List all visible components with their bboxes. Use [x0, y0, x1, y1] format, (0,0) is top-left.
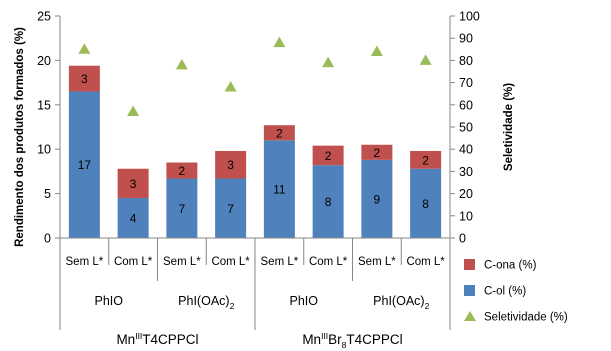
y2-tick-label: 20 [459, 187, 473, 201]
data-label: 7 [227, 202, 234, 216]
y2-tick-label: 60 [459, 98, 473, 112]
bar-c-ona [68, 65, 100, 92]
legend: C-ona (%) C-ol (%) Seletividade (%) [464, 259, 568, 324]
data-label: 2 [179, 164, 186, 178]
bar-c-ona [166, 162, 198, 179]
data-label: 3 [81, 72, 88, 86]
y2-tick-label: 70 [459, 76, 473, 90]
selectivity-marker [419, 54, 432, 65]
y2-tick-label: 80 [459, 54, 473, 68]
selectivity-marker [224, 81, 237, 92]
catalyst-label: MnIIIT4CPPCl [116, 331, 198, 347]
y2-tick-label: 90 [459, 32, 473, 46]
selectivity-marker [175, 58, 188, 70]
data-label: 3 [130, 177, 137, 191]
bar-c-ona [215, 150, 247, 179]
y2-axis-title: Seletividade (%) [503, 83, 515, 171]
y2-tick-label: 40 [459, 143, 473, 157]
bar-c-ol [312, 165, 344, 238]
selectivity-marker [273, 36, 286, 48]
category-label: Com L* [309, 256, 348, 268]
bars: 17 3 4 3 7 2 7 3 11 2 8 2 9 2 8 2 [68, 65, 442, 238]
selectivity-marker [322, 56, 335, 68]
data-label: 8 [325, 195, 332, 209]
bar-c-ona [410, 150, 442, 169]
category-label: Com L* [114, 256, 153, 268]
category-label: Sem L* [163, 256, 201, 268]
y2-tick-label: 30 [459, 165, 473, 179]
data-label: 2 [276, 126, 283, 140]
selectivity-marker [78, 43, 91, 54]
category-label: Sem L* [261, 256, 299, 268]
category-label: Com L* [406, 256, 445, 268]
bar-c-ol [410, 168, 442, 238]
bar-c-ol [263, 140, 295, 238]
bar-c-ona [117, 168, 149, 199]
bar-c-ol [68, 91, 100, 238]
oxidant-label: PhI(OAc)2 [178, 294, 234, 311]
selectivity-markers [78, 36, 432, 116]
bar-c-ona [312, 145, 344, 166]
data-label: 3 [227, 158, 234, 172]
y2-tick-label: 100 [459, 10, 480, 24]
oxidant-label: PhIO [95, 294, 124, 308]
x-axis: Sem L* Com L* Sem L* Com L* Sem L* Com L* Sem … [59, 237, 451, 350]
data-label: 11 [273, 183, 286, 197]
category-label: Sem L* [358, 256, 396, 268]
oxidant-label: PhI(OAc)2 [373, 294, 429, 311]
legend-swatch [464, 285, 475, 296]
y-axis-title: Rendimento dos produtos formados (%) [14, 27, 26, 247]
data-label: 2 [374, 146, 381, 160]
legend-swatch [464, 259, 475, 270]
bar-c-ol [117, 198, 149, 238]
y2-tick-label: 10 [459, 209, 473, 223]
y2-tick-label: 50 [459, 121, 473, 135]
bar-c-ona [361, 144, 393, 160]
data-label: 4 [130, 212, 137, 226]
y-tick-label: 20 [37, 54, 51, 68]
y2-tick-label: 0 [459, 232, 466, 246]
data-label: 2 [422, 153, 429, 167]
bar-c-ol [361, 159, 393, 238]
legend-label: C-ol (%) [484, 286, 526, 298]
legend-label: Seletividade (%) [484, 312, 568, 324]
category-label: Com L* [211, 256, 250, 268]
data-label: 8 [422, 197, 429, 211]
y-tick-label: 15 [37, 98, 51, 112]
selectivity-marker [370, 45, 383, 57]
axes: 0 5 10 15 20 25 0 10 20 30 40 50 60 70 80 90 100 Rendimen… [14, 10, 515, 247]
bar-c-ol [215, 178, 247, 238]
data-label: 7 [179, 202, 186, 216]
bar-c-ona [263, 125, 295, 141]
data-label: 9 [374, 192, 381, 206]
category-label: Sem L* [66, 256, 104, 268]
y-tick-label: 10 [37, 143, 51, 157]
y-tick-label: 0 [44, 232, 51, 246]
bar-c-ol [166, 178, 198, 238]
data-label: 2 [325, 149, 332, 163]
oxidant-label: PhIO [290, 294, 319, 308]
data-label: 17 [78, 158, 92, 172]
legend-marker-selectivity [464, 311, 476, 321]
selectivity-marker [127, 105, 140, 116]
catalyst-label: MnIIIBr8T4CPPCl [302, 331, 402, 350]
y-tick-label: 25 [37, 10, 51, 24]
legend-label: C-ona (%) [484, 260, 537, 272]
y-tick-label: 5 [44, 187, 51, 201]
